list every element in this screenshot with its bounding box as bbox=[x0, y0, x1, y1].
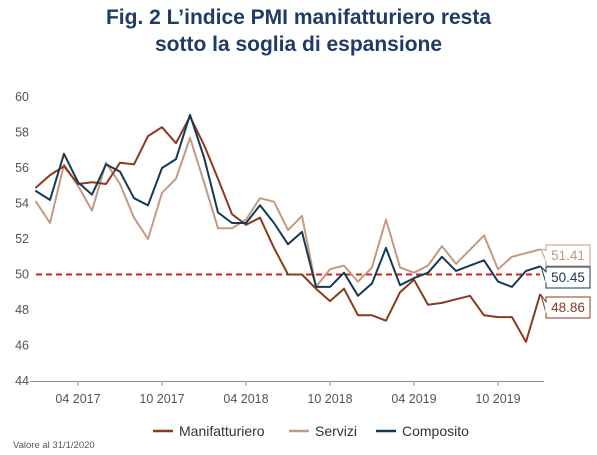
y-tick-label-48: 48 bbox=[15, 303, 29, 317]
chart-title-line1: Fig. 2 L’indice PMI manifatturiero resta bbox=[105, 6, 492, 29]
callout-manifatturiero: 48.86 bbox=[540, 294, 591, 319]
x-tick-label: 04 2019 bbox=[391, 392, 436, 406]
x-tick-label: 04 2018 bbox=[223, 392, 268, 406]
series-line-manifatturiero bbox=[35, 115, 541, 343]
series-line-servizi bbox=[35, 136, 541, 288]
y-tick-label-46: 46 bbox=[15, 339, 29, 353]
chart-value-callouts: 51.41 50.45 48.86 bbox=[540, 244, 591, 319]
x-tick-label: 10 2018 bbox=[307, 392, 352, 406]
legend-label: Servizi bbox=[315, 423, 357, 439]
callout-value: 50.45 bbox=[551, 270, 585, 285]
y-tick-label-60: 60 bbox=[15, 90, 29, 104]
callout-value: 51.41 bbox=[551, 248, 585, 263]
callout-composito: 50.45 bbox=[540, 266, 591, 289]
series-line-composito bbox=[35, 113, 541, 297]
legend-item-servizi: Servizi bbox=[289, 423, 357, 439]
x-tick-label: 10 2019 bbox=[475, 392, 520, 406]
y-tick-label-52: 52 bbox=[15, 232, 29, 246]
y-tick-label-50: 50 bbox=[15, 268, 29, 282]
legend-label: Manifatturiero bbox=[179, 423, 265, 439]
chart-title-line2: sotto la soglia di espansione bbox=[154, 33, 443, 56]
callout-value: 48.86 bbox=[551, 300, 585, 315]
y-tick-label-54: 54 bbox=[15, 197, 29, 211]
y-tick-label-58: 58 bbox=[15, 126, 29, 140]
x-tick-label: 10 2017 bbox=[139, 392, 184, 406]
chart-series bbox=[35, 113, 541, 343]
chart-title: Fig. 2 L’indice PMI manifatturiero resta… bbox=[0, 4, 597, 58]
chart-axes: 44 46 48 50 52 54 56 58 60 04 2017 10 2017 04 2018 1… bbox=[15, 90, 544, 406]
x-tick-label: 04 2017 bbox=[55, 392, 100, 406]
legend-item-manifatturiero: Manifatturiero bbox=[153, 423, 265, 439]
legend-item-composito: Composito bbox=[376, 423, 469, 439]
data-date-note: Valore al 31/1/2020 bbox=[13, 440, 95, 451]
chart-legend: Manifatturiero Servizi Composito bbox=[153, 423, 469, 439]
legend-label: Composito bbox=[402, 423, 469, 439]
callout-servizi: 51.41 bbox=[540, 244, 591, 267]
y-tick-label-44: 44 bbox=[15, 374, 29, 388]
y-tick-label-56: 56 bbox=[15, 161, 29, 175]
